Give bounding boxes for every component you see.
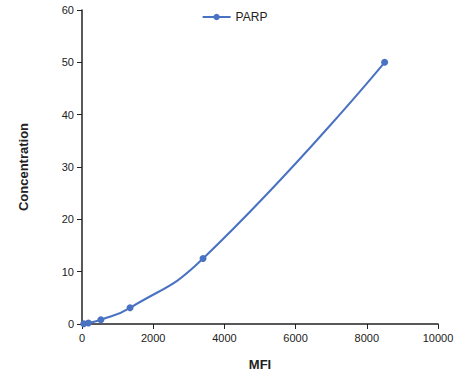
svg-text:0: 0 xyxy=(68,318,74,330)
svg-text:10000: 10000 xyxy=(423,332,454,344)
svg-text:10: 10 xyxy=(62,266,74,278)
svg-text:6000: 6000 xyxy=(283,332,307,344)
svg-text:20: 20 xyxy=(62,213,74,225)
svg-text:Concentration: Concentration xyxy=(16,123,31,211)
svg-text:40: 40 xyxy=(62,109,74,121)
svg-text:4000: 4000 xyxy=(212,332,236,344)
svg-text:MFI: MFI xyxy=(249,357,271,372)
svg-text:PARP: PARP xyxy=(236,10,268,24)
svg-text:2000: 2000 xyxy=(141,332,165,344)
svg-text:0: 0 xyxy=(79,332,85,344)
svg-text:60: 60 xyxy=(62,4,74,16)
svg-text:8000: 8000 xyxy=(355,332,379,344)
svg-text:30: 30 xyxy=(62,161,74,173)
svg-text:50: 50 xyxy=(62,56,74,68)
